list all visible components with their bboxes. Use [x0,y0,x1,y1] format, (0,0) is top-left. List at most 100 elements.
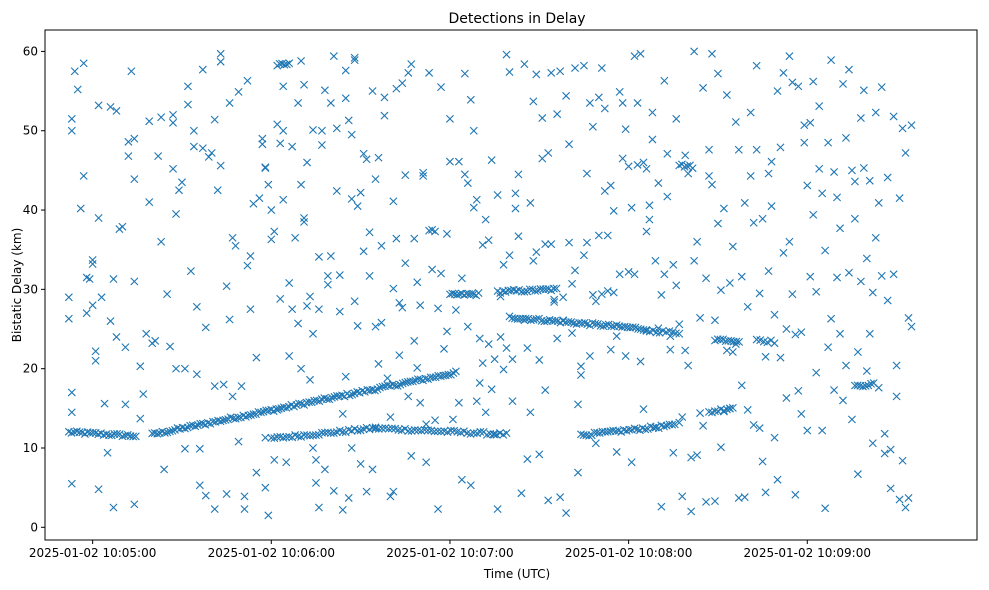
data-point [292,401,301,410]
data-point [538,114,547,123]
data-point [761,352,770,361]
data-point [255,194,264,203]
data-point [365,228,374,237]
data-point [600,104,609,113]
data-point [419,171,428,180]
data-point [699,421,708,430]
data-point [755,289,764,298]
data-point [868,439,877,448]
data-point [193,421,202,430]
data-point [475,334,484,343]
data-point [696,409,705,418]
data-point [169,164,178,173]
data-point [300,217,309,226]
data-point [636,357,645,366]
data-point [118,432,127,441]
data-point [660,76,669,85]
data-point [627,203,636,212]
data-point [737,381,746,390]
data-point [67,114,76,123]
data-point [322,394,331,403]
data-point [853,470,862,479]
data-point [752,145,761,154]
data-point [102,430,111,439]
data-point [809,210,818,219]
data-point [76,204,85,213]
data-point [624,162,633,171]
data-point [377,318,386,327]
y-tick-label: 0 [30,520,38,534]
data-point [297,399,306,408]
data-point [448,289,457,298]
data-point [487,385,496,394]
data-point [684,169,693,178]
data-point [612,332,621,341]
data-point [833,193,842,202]
data-point [166,342,175,351]
data-point [469,290,478,299]
data-point [371,424,380,433]
data-point [338,391,347,400]
data-point [681,151,690,160]
data-point [585,351,594,360]
data-point [222,282,231,291]
data-point [827,314,836,323]
data-point [630,52,639,61]
data-point [830,167,839,176]
data-point [511,204,520,213]
data-point [329,486,338,495]
data-point [404,427,413,436]
data-point [609,206,618,215]
data-point [728,242,737,251]
data-point [889,112,898,121]
data-point [368,423,377,432]
data-point [749,421,758,429]
data-point [642,326,651,335]
data-point [329,52,338,61]
data-point [585,98,594,107]
data-point [861,381,870,390]
data-point [901,148,910,157]
data-point [165,427,174,436]
data-point [576,362,585,371]
data-point [815,164,824,173]
data-point [347,444,356,452]
data-point [416,301,425,310]
data-point [719,407,728,416]
data-point [341,94,350,103]
data-point [113,429,122,438]
data-point [531,286,540,295]
data-point [484,340,493,349]
data-point [216,49,225,58]
data-point [749,218,758,227]
data-point [580,318,589,327]
data-point [603,231,612,240]
data-point [377,241,386,250]
data-point [335,271,344,280]
data-point [395,298,404,307]
data-point [303,302,312,311]
data-point [303,158,312,167]
data-point [708,49,716,58]
data-point [455,290,464,299]
data-point [588,122,597,131]
data-point [314,252,323,261]
data-point [853,348,862,357]
data-point [582,238,591,247]
data-point [684,361,693,370]
data-point [388,380,397,389]
data-point [740,493,749,502]
data-point [394,425,403,434]
data-point [511,189,520,198]
data-point [347,194,356,203]
data-point [136,362,145,371]
data-point [344,116,353,125]
data-point [669,448,678,457]
data-point [565,140,574,149]
data-point [564,317,573,326]
data-point [463,322,472,331]
data-point [130,134,139,143]
data-point [285,59,294,68]
data-point [648,108,657,117]
data-point [549,284,558,293]
